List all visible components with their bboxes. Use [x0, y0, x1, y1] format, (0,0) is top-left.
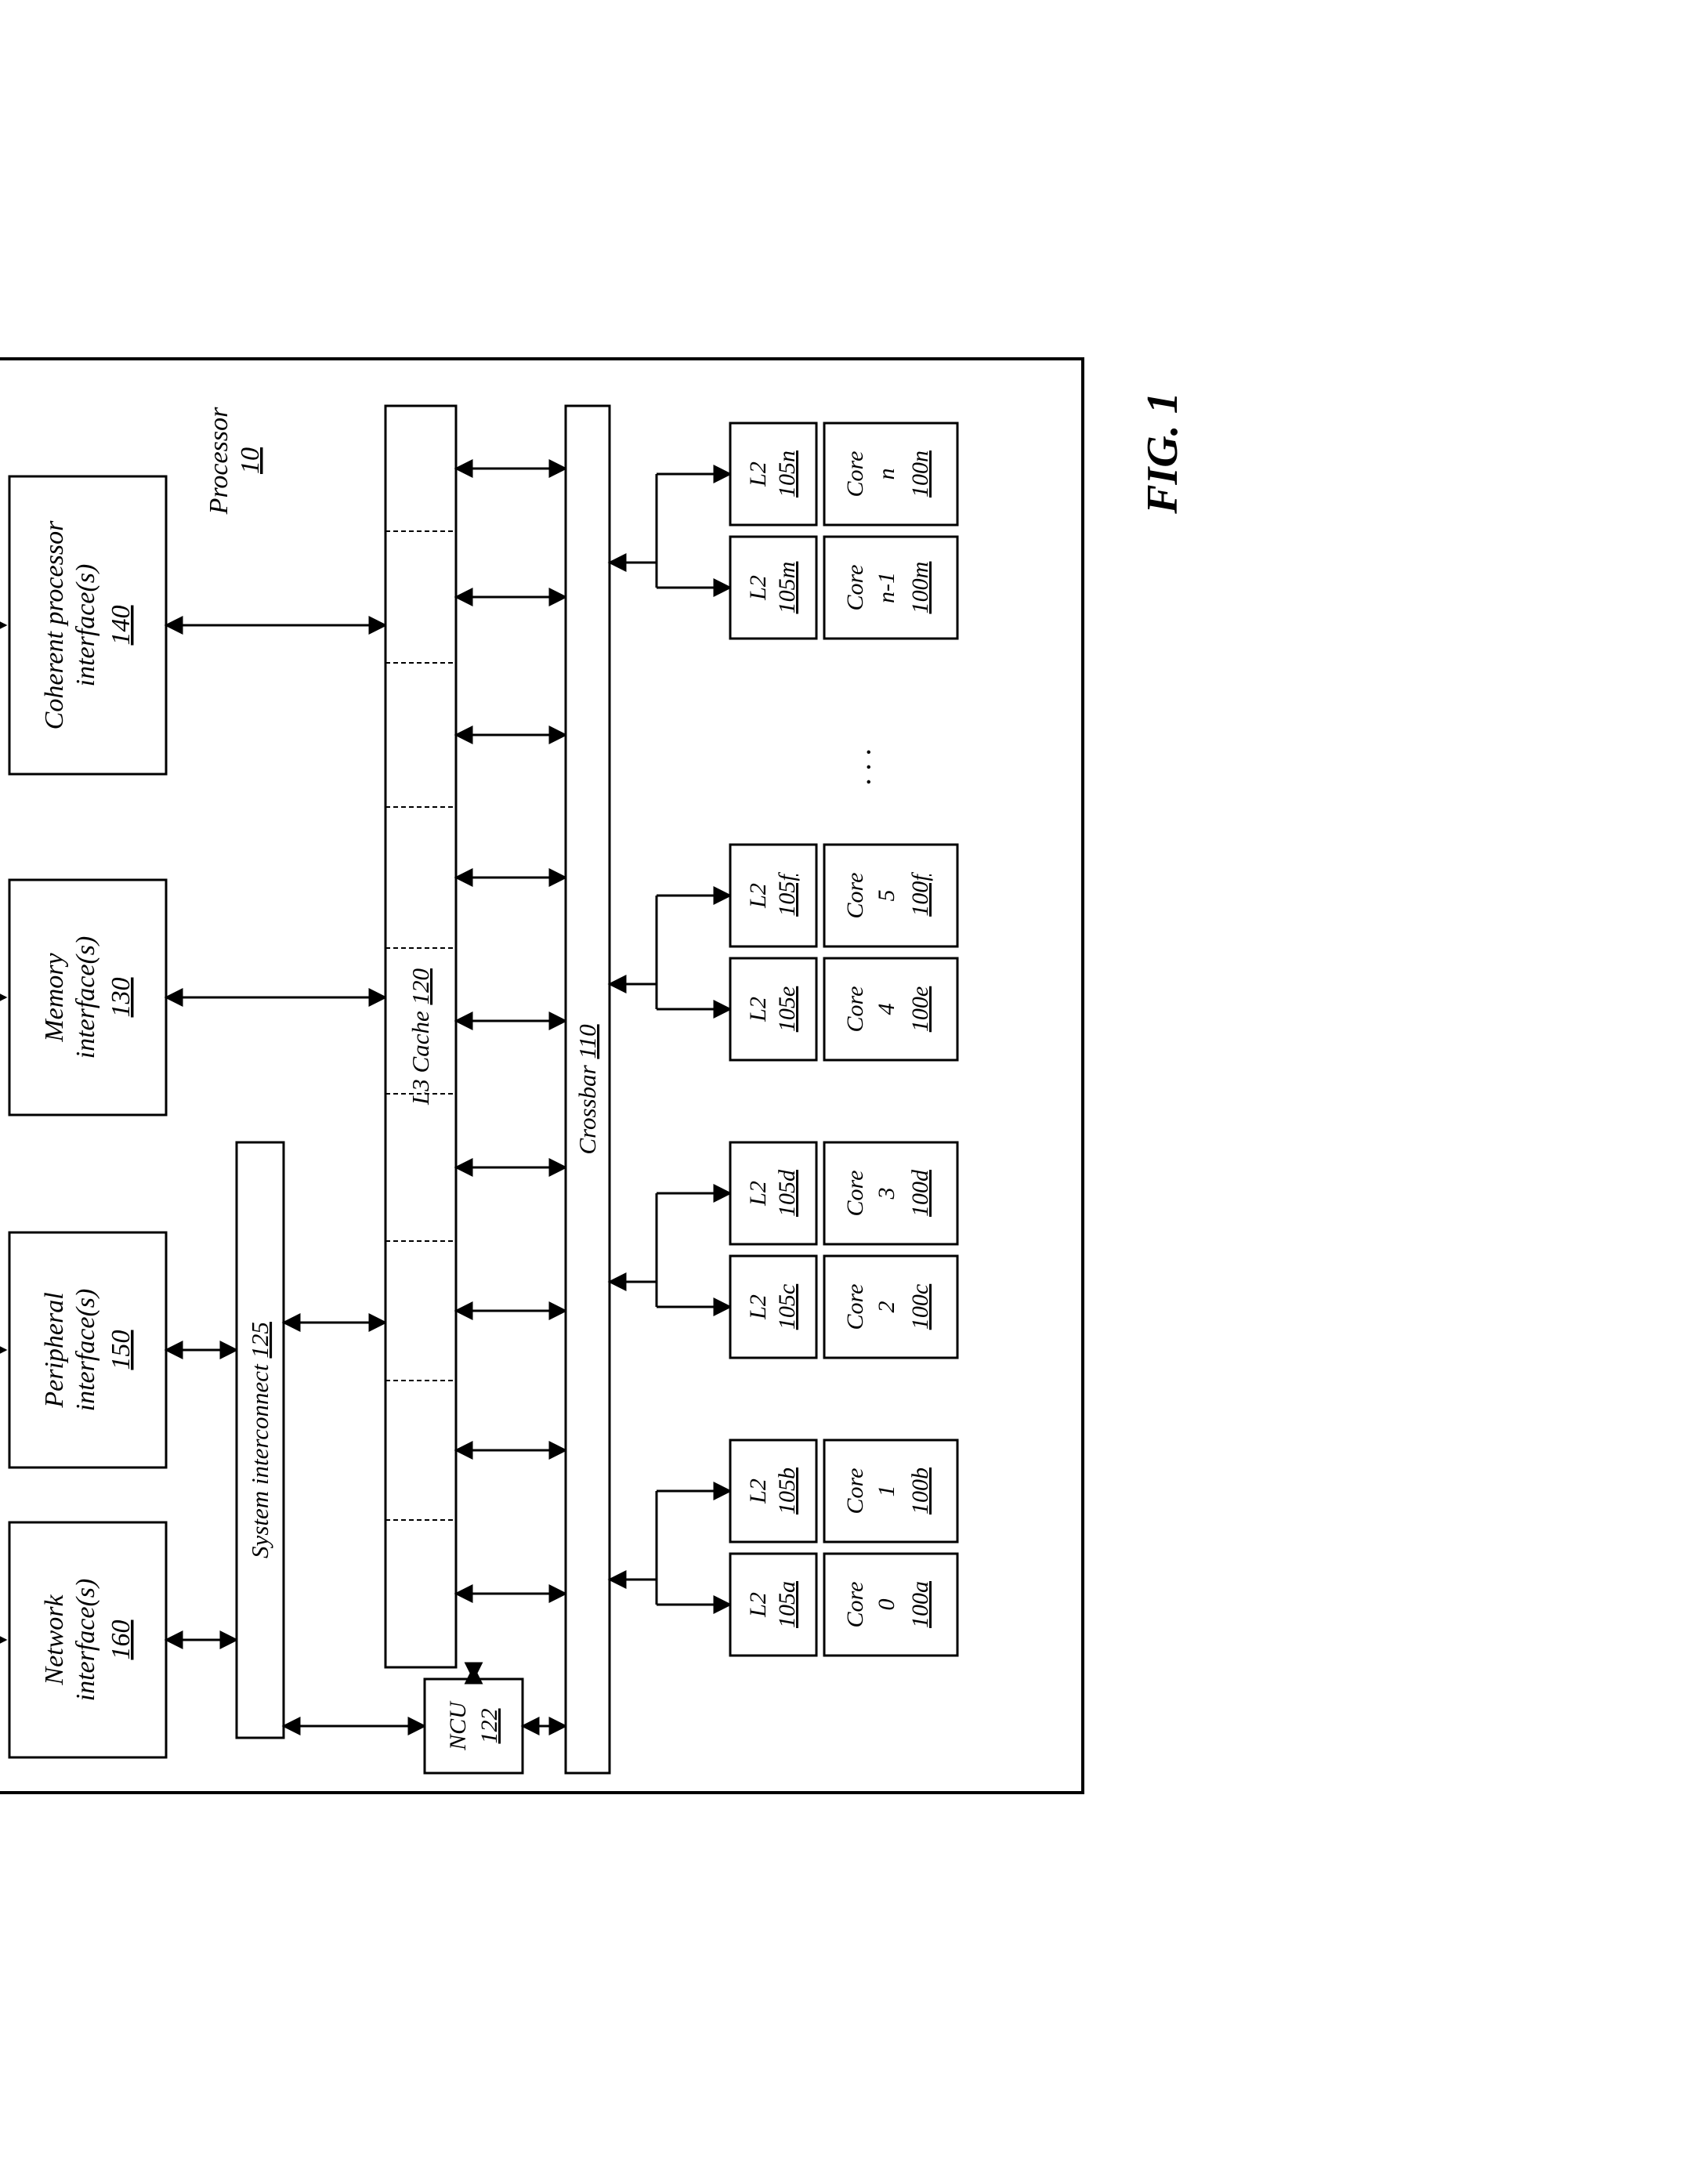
iface-net-l1: Network	[40, 1594, 69, 1685]
ncu-box	[425, 1679, 523, 1773]
ellipsis: . . .	[845, 747, 878, 785]
core-ref-100n: 100n	[907, 451, 933, 498]
l2-label-105m: L2	[745, 575, 771, 601]
iface-per-l2: interface(s)	[71, 1289, 100, 1412]
core-label-100c: Core	[842, 1284, 868, 1330]
sysic-label: System interconnect 125	[246, 1322, 273, 1558]
core-label-100b: Core	[842, 1468, 868, 1515]
diagram-canvas: Processor10To/fromnetworkTo/fromperipher…	[0, 0, 1708, 2175]
iface-memi-l2: interface(s)	[71, 936, 100, 1059]
iface-coh-l1: Coherent processor	[40, 520, 69, 729]
core-n-100n: n	[874, 469, 899, 480]
core-ref-100m: 100m	[907, 562, 933, 614]
l2-ref-105d: 105d	[774, 1169, 800, 1217]
l2-label-105n: L2	[745, 461, 771, 487]
iface-memi-ref: 130	[107, 978, 136, 1018]
core-n-100d: 3	[874, 1188, 899, 1200]
ncu-l1: NCU	[445, 1700, 471, 1751]
l2-ref-105b: 105b	[774, 1467, 800, 1515]
core-n-100e: 4	[874, 1004, 899, 1015]
ncu-ref: 122	[476, 1709, 502, 1744]
l2-ref-105f: 105f	[774, 872, 800, 917]
l2-label-105d: L2	[745, 1181, 771, 1207]
iface-coh-ref: 140	[107, 606, 136, 646]
core-ref-100c: 100c	[907, 1284, 933, 1330]
processor-ref: 10	[236, 447, 265, 474]
core-ref-100d: 100d	[907, 1169, 933, 1217]
core-ref-100e: 100e	[907, 986, 933, 1032]
core-label-100m: Core	[842, 565, 868, 611]
core-label-100a: Core	[842, 1582, 868, 1628]
iface-per-l1: Peripheral	[40, 1292, 69, 1408]
l2-ref-105c: 105c	[774, 1284, 800, 1330]
l2-label-105a: L2	[745, 1592, 771, 1618]
l2-ref-105a: 105a	[774, 1581, 800, 1628]
l2-ref-105n: 105n	[774, 451, 800, 498]
core-label-100d: Core	[842, 1171, 868, 1217]
iface-memi-l1: Memory	[40, 952, 69, 1042]
core-ref-100a: 100a	[907, 1581, 933, 1628]
core-n-100c: 2	[874, 1301, 899, 1313]
core-label-100f: Core	[842, 873, 868, 919]
l2-label-105c: L2	[745, 1294, 771, 1320]
core-label-100n: Core	[842, 451, 868, 498]
l3-label: L3 Cache 120	[407, 968, 434, 1106]
processor-label: Processor	[204, 407, 233, 515]
l2-label-105e: L2	[745, 997, 771, 1022]
iface-net-l2: interface(s)	[71, 1579, 100, 1702]
core-ref-100f: 100f	[907, 872, 933, 917]
core-n-100a: 0	[874, 1599, 899, 1611]
l2-ref-105m: 105m	[774, 562, 800, 614]
core-ref-100b: 100b	[907, 1467, 933, 1515]
iface-per-ref: 150	[107, 1330, 136, 1370]
figure-label: FIG. 1	[1138, 392, 1187, 515]
core-n-100f: 5	[874, 890, 899, 902]
l2-label-105f: L2	[745, 883, 771, 909]
xbar-label: Crossbar 110	[574, 1024, 601, 1155]
core-n-100m: n-1	[874, 572, 899, 603]
l2-label-105b: L2	[745, 1478, 771, 1504]
core-n-100b: 1	[874, 1486, 899, 1497]
core-label-100e: Core	[842, 986, 868, 1033]
iface-net-ref: 160	[107, 1620, 136, 1660]
iface-coh-l2: interface(s)	[71, 564, 100, 687]
l2-ref-105e: 105e	[774, 986, 800, 1032]
